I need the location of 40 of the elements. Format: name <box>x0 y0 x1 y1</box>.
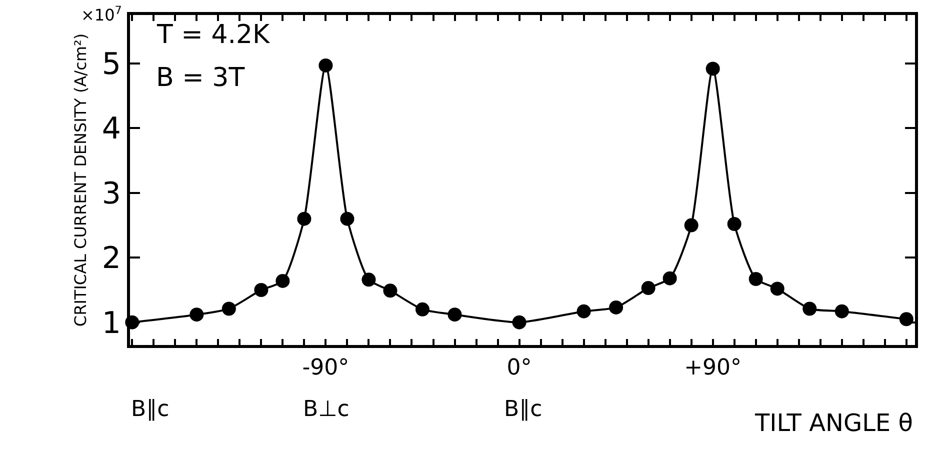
point <box>340 212 354 226</box>
point <box>706 62 720 76</box>
point <box>512 315 526 330</box>
point <box>297 212 312 226</box>
point <box>383 284 398 298</box>
y-tick-label: 2 <box>102 241 121 276</box>
annotation: B = 3T <box>156 63 245 93</box>
point <box>662 271 677 286</box>
y-tick-label: 5 <box>102 47 121 82</box>
point <box>362 272 376 287</box>
point <box>222 302 236 316</box>
point <box>684 218 698 232</box>
point <box>318 58 333 72</box>
point <box>899 312 914 326</box>
point <box>576 304 591 318</box>
point <box>802 302 817 316</box>
x-axis-title: TILT ANGLE θ <box>754 409 913 437</box>
point <box>609 300 624 314</box>
point <box>415 302 430 316</box>
point <box>190 308 204 322</box>
point <box>748 272 763 286</box>
point <box>254 283 268 297</box>
text: B∥c <box>131 397 170 422</box>
point <box>727 217 742 231</box>
text: B⊥c <box>303 397 350 422</box>
annotation: T = 4.2K <box>156 20 271 50</box>
x-tick-label: -90° <box>302 355 350 380</box>
text: B∥c <box>504 397 542 422</box>
y-tick-label: 4 <box>102 112 121 147</box>
y-axis-title: CRITICAL CURRENT DENSITY (A/cm²) <box>70 33 90 327</box>
x-tick-label: +90° <box>684 355 742 380</box>
point <box>276 274 290 288</box>
y-tick-label: 3 <box>102 176 121 212</box>
point <box>770 282 784 296</box>
y-tick-label: 1 <box>102 306 121 341</box>
x-tick-label: 0° <box>506 355 532 380</box>
text: ×10$^{7}$ <box>81 4 122 25</box>
point <box>834 304 849 318</box>
point <box>641 281 656 296</box>
point <box>448 308 462 322</box>
